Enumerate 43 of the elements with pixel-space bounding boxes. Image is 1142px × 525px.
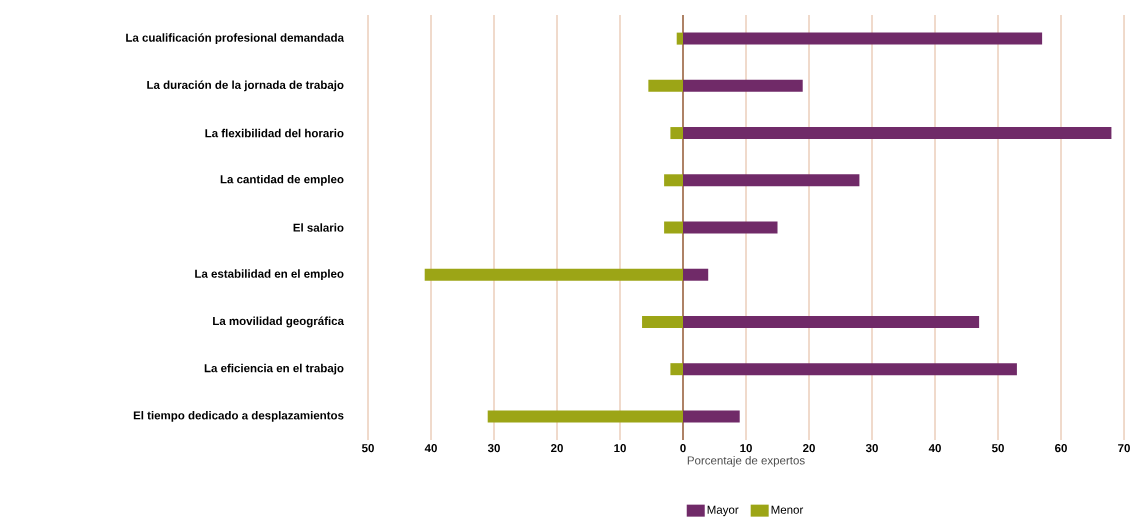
bar [683, 32, 1043, 45]
x-tick-label: 0 [680, 444, 686, 453]
y-tick-label: La eficiencia en el trabajo [204, 363, 344, 375]
bar [683, 268, 709, 281]
x-tick-label: 10 [614, 444, 626, 453]
x-tick-label: 30 [865, 444, 878, 453]
x-tick-label: 70 [1118, 444, 1130, 453]
bar [664, 221, 684, 234]
x-tick-label: 10 [740, 444, 752, 453]
bar [683, 315, 980, 328]
x-tick-label: 60 [1055, 444, 1067, 453]
bar [683, 410, 740, 423]
bar [683, 221, 778, 234]
bar [676, 32, 684, 45]
bar [664, 174, 684, 187]
bar [670, 127, 684, 140]
x-tick-label: 30 [487, 444, 500, 453]
x-tick-label: 40 [928, 444, 941, 453]
x-tick-label: 20 [803, 444, 815, 453]
x-axis-title: Porcentaje de expertos [687, 456, 805, 467]
x-tick-label: 40 [424, 444, 437, 453]
y-tick-label: La flexibilidad del horario [205, 128, 344, 138]
y-tick-label: La movilidad geográfica [213, 316, 345, 328]
y-tick-label: El salario [293, 223, 344, 232]
y-tick-label: La duración de la jornada de trabajo [147, 80, 344, 92]
bar [642, 315, 684, 328]
bar [683, 363, 1017, 376]
y-tick-label: La estabilidad en el empleo [195, 269, 344, 281]
x-tick-label: 50 [991, 444, 1004, 453]
legend-label: Mayor [707, 505, 739, 517]
bar [683, 79, 803, 92]
x-tick-label: 50 [361, 444, 374, 453]
bar [670, 363, 684, 376]
y-tick-label: El tiempo dedicado a desplazamientos [133, 411, 344, 422]
bar [648, 79, 684, 92]
bar [683, 174, 860, 187]
x-tick-label: 20 [551, 444, 563, 453]
bar [424, 268, 684, 281]
y-tick-label: La cualificación profesional demandada [126, 33, 345, 45]
bar [683, 127, 1112, 140]
bar [487, 410, 684, 423]
y-tick-label: La cantidad de empleo [220, 174, 344, 186]
legend-label: Menor [771, 505, 804, 514]
